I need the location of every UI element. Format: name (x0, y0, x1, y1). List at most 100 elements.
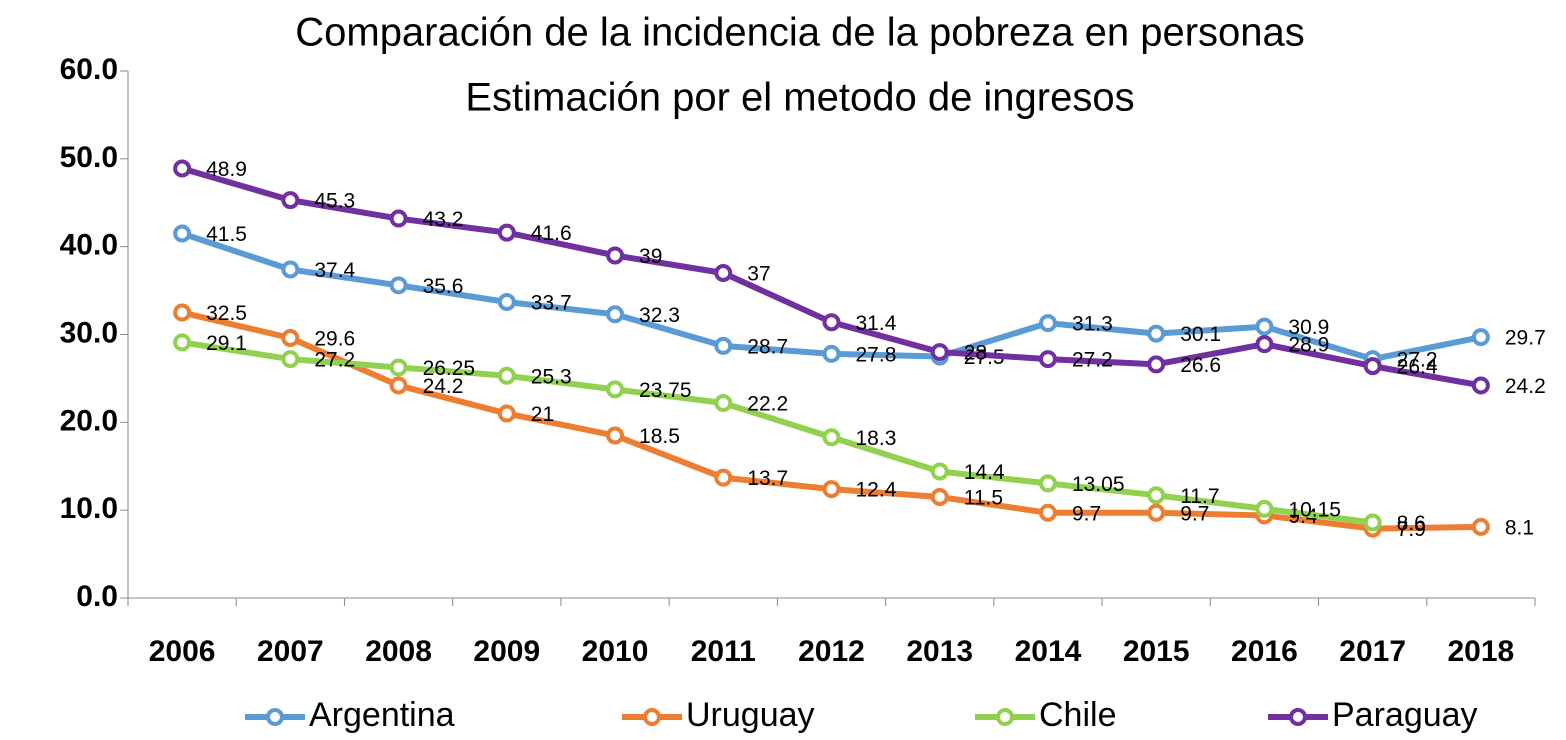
x-tick-label: 2015 (1123, 635, 1190, 668)
data-label: 26.6 (1180, 354, 1221, 377)
x-tick-label: 2014 (1015, 635, 1082, 668)
data-point (822, 313, 841, 332)
chart-subtitle: Estimación por el metodo de ingresos (465, 76, 1134, 120)
data-label: 33.7 (531, 292, 572, 315)
data-point (173, 333, 192, 352)
data-label: 27.8 (856, 343, 897, 366)
data-point (606, 380, 625, 399)
x-tick-label: 2006 (149, 635, 216, 668)
data-label: 26.4 (1397, 356, 1438, 379)
data-label: 8.6 (1397, 512, 1426, 535)
legend-marker (996, 708, 1014, 726)
data-point (1363, 513, 1382, 532)
data-point (930, 462, 949, 481)
legend-label: Uruguay (686, 696, 815, 734)
data-point (1255, 317, 1274, 336)
x-tick-label: 2009 (473, 635, 540, 668)
data-label: 41.5 (206, 223, 247, 246)
data-point (1147, 355, 1166, 374)
data-label: 10.15 (1288, 498, 1341, 521)
data-point (497, 223, 516, 242)
data-label: 41.6 (531, 222, 572, 245)
data-point (497, 293, 516, 312)
data-point (173, 303, 192, 322)
data-point (822, 428, 841, 447)
data-point (1147, 503, 1166, 522)
data-point (497, 404, 516, 423)
data-point (822, 480, 841, 499)
data-label: 31.4 (856, 312, 897, 335)
data-point (930, 343, 949, 362)
y-tick-label: 30.0 (60, 316, 118, 349)
x-tick-label: 2007 (257, 635, 324, 668)
y-tick-label: 60.0 (60, 53, 118, 86)
data-label: 28.9 (1288, 334, 1329, 357)
data-point (389, 276, 408, 295)
legend-marker (643, 708, 661, 726)
data-label: 13.7 (747, 467, 788, 490)
data-point (1147, 486, 1166, 505)
data-point (714, 264, 733, 283)
data-label: 30.9 (1288, 316, 1329, 339)
data-label: 25.3 (531, 365, 572, 388)
data-label: 8.1 (1505, 516, 1534, 539)
data-point (281, 191, 300, 210)
data-point (389, 209, 408, 228)
data-label: 7.9 (1397, 518, 1426, 541)
legend-label: Paraguay (1332, 696, 1478, 734)
data-label: 32.5 (206, 302, 247, 325)
data-label: 32.3 (639, 304, 680, 327)
series-line (181, 230, 1482, 363)
data-point (1471, 376, 1490, 395)
data-point (281, 350, 300, 369)
legend-label: Argentina (309, 696, 455, 734)
legend-label: Chile (1039, 696, 1116, 734)
x-tick-label: 2011 (691, 635, 756, 668)
data-point (1038, 314, 1057, 333)
legend-marker (266, 708, 284, 726)
y-tick-label: 20.0 (60, 404, 118, 437)
data-label: 24.2 (423, 375, 464, 398)
data-label: 27.2 (1397, 349, 1438, 372)
data-point (497, 366, 516, 385)
x-tick-label: 2017 (1339, 635, 1406, 668)
data-label: 45.3 (314, 190, 355, 213)
legend-marker (1289, 708, 1307, 726)
data-label: 39 (639, 245, 662, 268)
x-tick-label: 2018 (1448, 635, 1515, 668)
data-label: 12.4 (856, 479, 897, 502)
data-point (606, 246, 625, 265)
x-tick-label: 2012 (798, 635, 865, 668)
data-label: 21 (531, 403, 554, 426)
data-label: 11.5 (964, 487, 1003, 510)
data-label: 28.7 (747, 335, 788, 358)
data-point (389, 358, 408, 377)
data-point (1038, 474, 1057, 493)
data-point (606, 305, 625, 324)
data-label: 29.1 (206, 332, 247, 355)
data-point (714, 468, 733, 487)
data-point (173, 159, 192, 178)
data-label: 11.7 (1180, 485, 1219, 508)
x-tick-label: 2008 (365, 635, 432, 668)
data-label: 29.6 (314, 328, 355, 351)
data-label: 13.05 (1072, 473, 1125, 496)
data-label: 27.2 (314, 349, 355, 372)
data-label: 22.2 (747, 393, 788, 416)
data-label: 9.7 (1180, 502, 1209, 525)
y-tick-label: 10.0 (60, 492, 118, 525)
data-point (281, 329, 300, 348)
data-point (822, 344, 841, 363)
data-label: 27.2 (1072, 349, 1113, 372)
chart-title: Comparación de la incidencia de la pobre… (295, 11, 1305, 55)
y-tick-label: 0.0 (76, 580, 118, 613)
data-label: 18.5 (639, 425, 680, 448)
data-point (606, 426, 625, 445)
data-label: 43.2 (423, 208, 464, 231)
data-point (1255, 499, 1274, 518)
x-tick-label: 2016 (1231, 635, 1298, 668)
y-tick-label: 50.0 (60, 141, 118, 174)
data-point (281, 260, 300, 279)
data-label: 28 (964, 342, 987, 365)
